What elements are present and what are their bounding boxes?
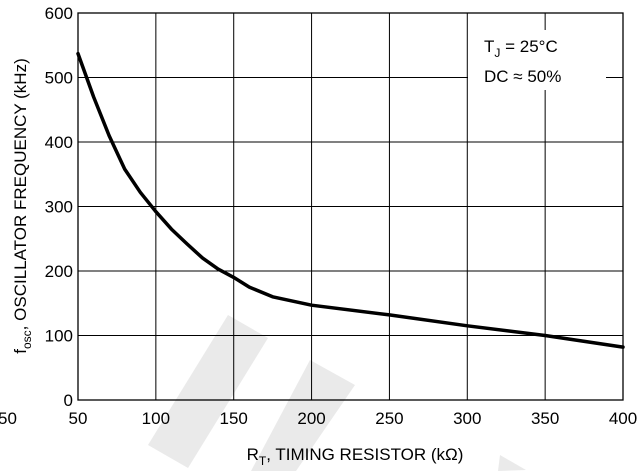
x-tick-label: 350 <box>531 409 559 428</box>
y-axis-title-main: f <box>11 349 30 354</box>
y-tick-label: 0 <box>64 391 73 410</box>
annotation-duty-cycle: DC ≈ 50% <box>484 67 561 86</box>
x-tick-label: 400 <box>609 409 637 428</box>
x-tick-label: 150 <box>220 409 248 428</box>
x-axis-title-rest: , TIMING RESISTOR (kΩ) <box>266 445 463 464</box>
y-axis-title-sub: osc <box>20 330 34 349</box>
x-tick-label: 200 <box>297 409 325 428</box>
annotation-temperature-rest: = 25°C <box>500 37 557 56</box>
y-tick-labels: 0 100 200 300 400 500 600 <box>45 4 73 410</box>
x-tick-label: 50 <box>69 409 88 428</box>
annotation-temperature-sub: J <box>494 46 500 60</box>
y-tick-label: 500 <box>45 69 73 88</box>
x-axis-title: RT, TIMING RESISTOR (kΩ) <box>247 445 464 468</box>
annotation-temperature: TJ = 25°C <box>484 37 558 60</box>
left-edge-label: 50 <box>0 409 17 428</box>
x-tick-label: 100 <box>142 409 170 428</box>
x-tick-label: 300 <box>453 409 481 428</box>
y-axis-title-rest: , OSCILLATOR FREQUENCY (kHz) <box>11 58 30 330</box>
y-tick-label: 100 <box>45 327 73 346</box>
watermark <box>148 315 526 471</box>
x-tick-label: 250 <box>375 409 403 428</box>
grid <box>78 13 623 400</box>
annotation-background <box>468 30 606 90</box>
y-tick-label: 300 <box>45 198 73 217</box>
series-line <box>76 51 625 349</box>
x-axis-title-sub: T <box>259 454 267 468</box>
y-axis-title: fosc, OSCILLATOR FREQUENCY (kHz) <box>11 58 34 353</box>
x-tick-labels: 50 100 150 200 250 300 350 400 <box>69 409 638 428</box>
y-tick-label: 200 <box>45 262 73 281</box>
x-axis-title-main: R <box>247 445 259 464</box>
annotation-temperature-main: T <box>484 37 494 56</box>
y-tick-label: 400 <box>45 133 73 152</box>
y-tick-label: 600 <box>45 4 73 23</box>
